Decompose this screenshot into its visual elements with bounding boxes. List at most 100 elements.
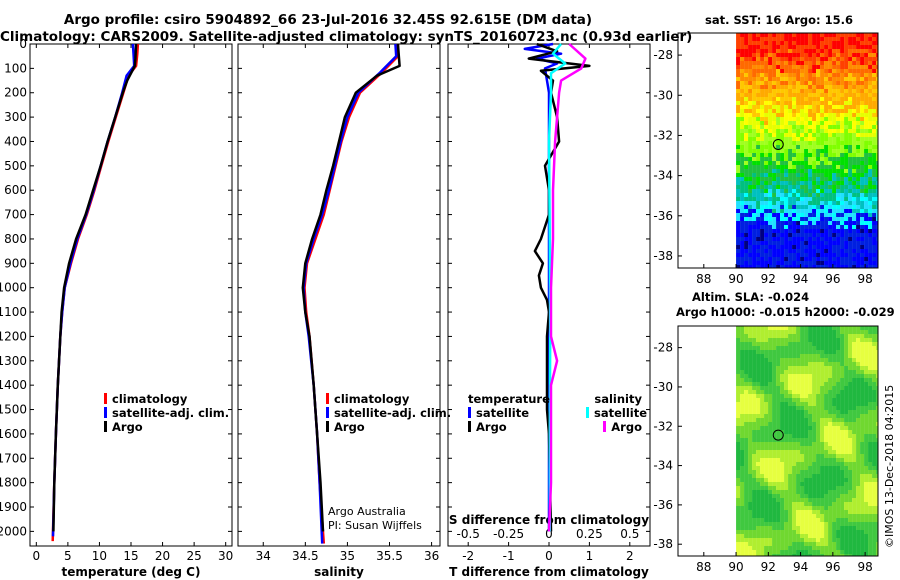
map-cell	[816, 398, 821, 402]
map-cell	[756, 65, 761, 69]
map-cell	[804, 101, 809, 105]
map-cell	[804, 330, 809, 334]
map-cell	[760, 478, 765, 482]
map-cell	[804, 494, 809, 498]
map-cell	[756, 410, 761, 414]
map-cell	[812, 81, 817, 85]
map-cell	[796, 426, 801, 430]
map-y-tick-label: -38	[653, 249, 673, 263]
map-cell	[796, 97, 801, 101]
map-cell	[824, 402, 829, 406]
map-cell	[764, 197, 769, 201]
map-cell	[816, 518, 821, 522]
map-cell	[868, 113, 873, 117]
map-cell	[748, 486, 753, 490]
map-cell	[816, 49, 821, 53]
map-cell	[792, 446, 797, 450]
map-cell	[756, 113, 761, 117]
map-cell	[788, 382, 793, 386]
map-cell	[808, 350, 813, 354]
map-cell	[756, 494, 761, 498]
map-cell	[752, 257, 757, 261]
map-cell	[836, 490, 841, 494]
map-cell	[840, 510, 845, 514]
map-cell	[876, 326, 878, 330]
map-cell	[848, 53, 853, 57]
map-cell	[840, 498, 845, 502]
map-cell	[824, 109, 829, 113]
map-cell	[868, 225, 873, 229]
map-cell	[872, 506, 877, 510]
map-x-tick-label: 90	[728, 560, 743, 574]
map-cell	[832, 53, 837, 57]
map-cell	[820, 498, 825, 502]
map-cell	[752, 181, 757, 185]
map-cell	[832, 514, 837, 518]
map-cell	[760, 486, 765, 490]
map-cell	[776, 534, 781, 538]
map-cell	[808, 538, 813, 542]
map-cell	[784, 418, 789, 422]
map-cell	[740, 193, 745, 197]
map-cell	[816, 534, 821, 538]
map-cell	[816, 77, 821, 81]
map-cell	[804, 149, 809, 153]
map-cell	[740, 185, 745, 189]
map-cell	[864, 490, 869, 494]
map-cell	[768, 458, 773, 462]
map-cell	[848, 406, 853, 410]
map-cell	[804, 113, 809, 117]
map-cell	[760, 229, 765, 233]
map-cell	[852, 129, 857, 133]
map-cell	[820, 41, 825, 45]
map-cell	[764, 374, 769, 378]
map-cell	[820, 241, 825, 245]
map-cell	[868, 426, 873, 430]
map-cell	[796, 137, 801, 141]
map-cell	[844, 41, 849, 45]
map-cell	[780, 374, 785, 378]
map-cell	[752, 350, 757, 354]
map-cell	[768, 462, 773, 466]
map-cell	[864, 450, 869, 454]
map-cell	[804, 93, 809, 97]
map-cell	[812, 165, 817, 169]
map-cell	[764, 193, 769, 197]
note-argo-australia: Argo Australia	[328, 505, 406, 518]
map-cell	[744, 265, 749, 268]
map-cell	[824, 454, 829, 458]
map-cell	[820, 145, 825, 149]
map-cell	[840, 61, 845, 65]
map-cell	[812, 161, 817, 165]
map-cell	[864, 105, 869, 109]
map-cell	[824, 249, 829, 253]
map-cell	[756, 245, 761, 249]
map-cell	[784, 326, 789, 330]
map-cell	[740, 237, 745, 241]
map-cell	[820, 33, 825, 37]
map-cell	[736, 446, 741, 450]
map-cell	[868, 213, 873, 217]
map-cell	[832, 350, 837, 354]
map-cell	[784, 45, 789, 49]
map-cell	[812, 434, 817, 438]
map-cell	[828, 141, 833, 145]
map-cell	[768, 346, 773, 350]
map-cell	[800, 241, 805, 245]
map-cell	[736, 137, 741, 141]
map-cell	[828, 221, 833, 225]
map-cell	[772, 229, 777, 233]
map-cell	[748, 466, 753, 470]
map-cell	[768, 406, 773, 410]
map-cell	[844, 550, 849, 554]
map-cell	[820, 330, 825, 334]
map-cell	[748, 458, 753, 462]
map-cell	[784, 237, 789, 241]
map-cell	[844, 458, 849, 462]
map-cell	[764, 229, 769, 233]
map-cell	[796, 446, 801, 450]
map-cell	[800, 402, 805, 406]
map-cell	[776, 514, 781, 518]
map-cell	[752, 209, 757, 213]
map-cell	[828, 89, 833, 93]
